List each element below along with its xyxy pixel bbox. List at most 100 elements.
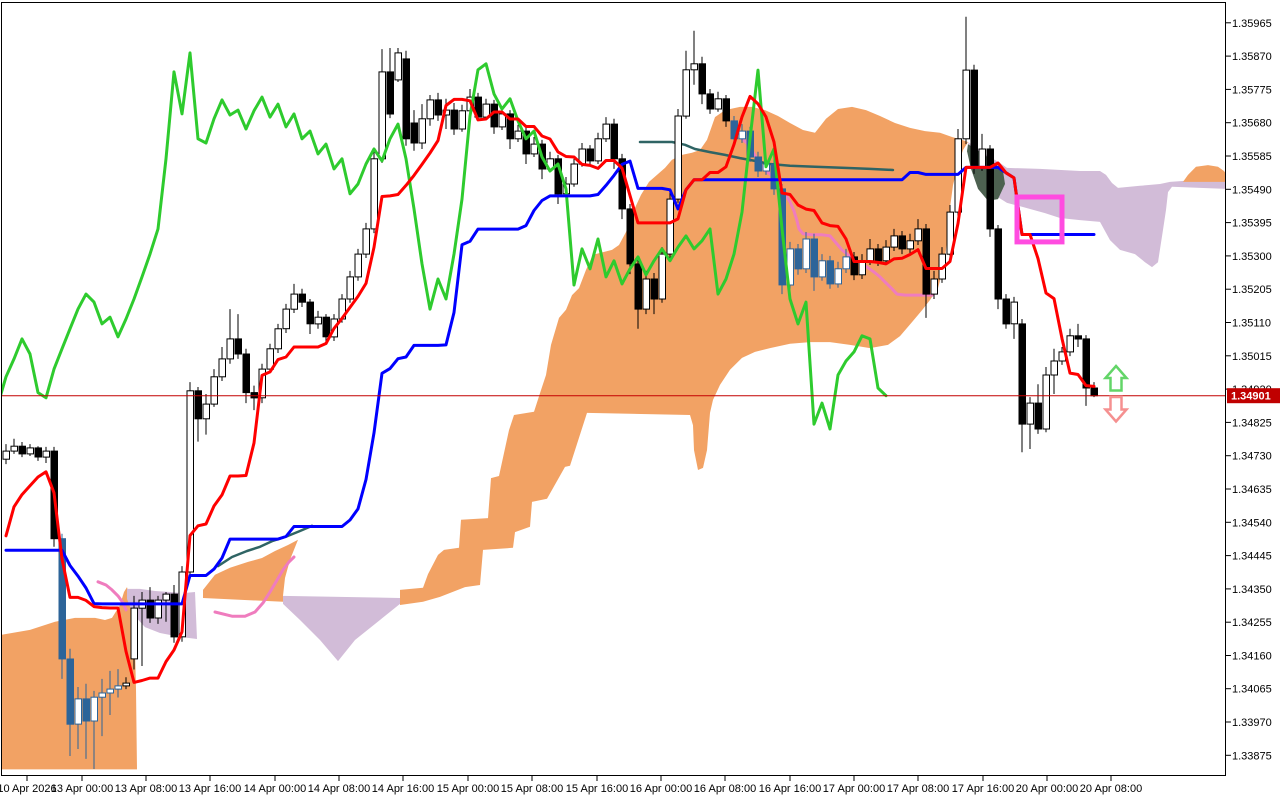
price-axis-label: 1.35775 xyxy=(1232,84,1272,96)
candle-body xyxy=(226,338,234,360)
candle-body xyxy=(1066,335,1074,353)
time-axis-label: 14 Apr 16:00 xyxy=(372,783,434,795)
candle-body xyxy=(810,238,818,278)
candle-body xyxy=(986,148,994,230)
candle-body xyxy=(1034,402,1042,430)
time-axis-label: 10 Apr 2026 xyxy=(0,783,57,795)
candle-body xyxy=(106,688,114,694)
candle-body xyxy=(210,376,218,405)
time-axis-label: 13 Apr 08:00 xyxy=(115,783,177,795)
time-axis-label: 16 Apr 00:00 xyxy=(630,783,692,795)
candle-body xyxy=(58,538,66,660)
candle-body xyxy=(202,403,210,420)
time-axis-label: 14 Apr 08:00 xyxy=(308,783,370,795)
candle-body xyxy=(370,158,378,230)
candle-body xyxy=(282,308,290,330)
candle-body xyxy=(2,450,10,460)
candle-body xyxy=(194,390,202,420)
candle-body xyxy=(170,593,178,638)
price-axis-label: 1.34825 xyxy=(1232,417,1272,429)
kumo-right-purple xyxy=(968,142,1226,268)
candle-body xyxy=(1018,323,1026,425)
candle-body xyxy=(218,358,226,378)
candle-body xyxy=(898,235,906,250)
candle-body xyxy=(738,130,746,140)
candle-body xyxy=(850,256,858,276)
candle-body xyxy=(90,696,98,722)
kumo-middle-orange xyxy=(400,106,968,606)
candle-body xyxy=(874,248,882,262)
candle-body xyxy=(658,253,666,300)
price-axis-label: 1.33970 xyxy=(1232,717,1272,729)
candle-body xyxy=(586,148,594,162)
price-axis-label: 1.35965 xyxy=(1232,18,1272,30)
candle-body xyxy=(322,316,330,338)
price-axis-label: 1.35585 xyxy=(1232,151,1272,163)
highlight-rectangle xyxy=(1014,194,1065,245)
candle-body xyxy=(802,238,810,270)
candle-body xyxy=(18,445,26,455)
time-axis-label: 13 Apr 16:00 xyxy=(179,783,241,795)
price-axis-label: 1.34350 xyxy=(1232,584,1272,596)
candle-body xyxy=(242,353,250,394)
time-axis-label: 15 Apr 08:00 xyxy=(501,783,563,795)
candle-body xyxy=(34,447,42,458)
candle-body xyxy=(890,235,898,248)
candle-body xyxy=(834,268,842,285)
candle-body xyxy=(434,99,442,116)
time-axis-label: 15 Apr 16:00 xyxy=(566,783,628,795)
candle-body xyxy=(10,445,18,452)
candle-body xyxy=(674,115,682,200)
price-axis-label: 1.35680 xyxy=(1232,118,1272,130)
current-price-tag: 1.34901 xyxy=(1227,388,1280,404)
candle-body xyxy=(42,450,50,458)
candle-body xyxy=(826,260,834,285)
price-axis-label: 1.33875 xyxy=(1232,750,1272,762)
current-price-label-bg xyxy=(1227,388,1280,404)
candle-body xyxy=(1026,402,1034,425)
candle-body xyxy=(154,599,162,619)
candle-body xyxy=(1002,298,1010,325)
candle-body xyxy=(82,698,90,722)
price-axis-label: 1.34255 xyxy=(1232,617,1272,629)
time-axis-label: 20 Apr 08:00 xyxy=(1080,783,1142,795)
candle-body xyxy=(122,682,130,687)
candle-body xyxy=(130,607,138,660)
candle-body xyxy=(514,130,522,140)
candle-body xyxy=(706,93,714,110)
candle-body xyxy=(970,69,978,168)
price-axis-label: 1.34540 xyxy=(1232,517,1272,529)
candle-body xyxy=(930,278,938,295)
candle-body xyxy=(906,240,914,250)
candle-body xyxy=(666,198,674,255)
price-axis-label: 1.34160 xyxy=(1232,651,1272,663)
price-axis-label: 1.34065 xyxy=(1232,684,1272,696)
time-axis-label: 13 Apr 00:00 xyxy=(51,783,113,795)
candle-body xyxy=(522,130,530,155)
candle-body xyxy=(634,263,642,310)
candle-body xyxy=(882,246,890,262)
candle-body xyxy=(450,109,458,130)
candle-body xyxy=(530,143,538,155)
time-axis-label: 14 Apr 00:00 xyxy=(244,783,306,795)
down-arrow-icon xyxy=(1102,395,1130,424)
candle-body xyxy=(1042,374,1050,430)
candle-body xyxy=(1010,301,1018,325)
kumo-purple-blob-2 xyxy=(283,595,400,662)
price-axis-label: 1.34635 xyxy=(1232,484,1272,496)
candle-body xyxy=(1090,387,1098,397)
candle-body xyxy=(642,278,650,310)
candle-body xyxy=(866,248,874,262)
candle-body xyxy=(602,123,610,140)
candle-body xyxy=(346,276,354,300)
candle-body xyxy=(610,123,618,160)
candle-body xyxy=(66,658,74,725)
candle-body xyxy=(1082,338,1090,389)
price-axis-label: 1.35395 xyxy=(1232,218,1272,230)
plot-border xyxy=(1,2,1226,776)
candle-body xyxy=(698,63,706,95)
kumo-right-orange-bump xyxy=(1183,165,1226,182)
price-axis-label: 1.34445 xyxy=(1232,551,1272,563)
candle-body xyxy=(314,316,322,325)
